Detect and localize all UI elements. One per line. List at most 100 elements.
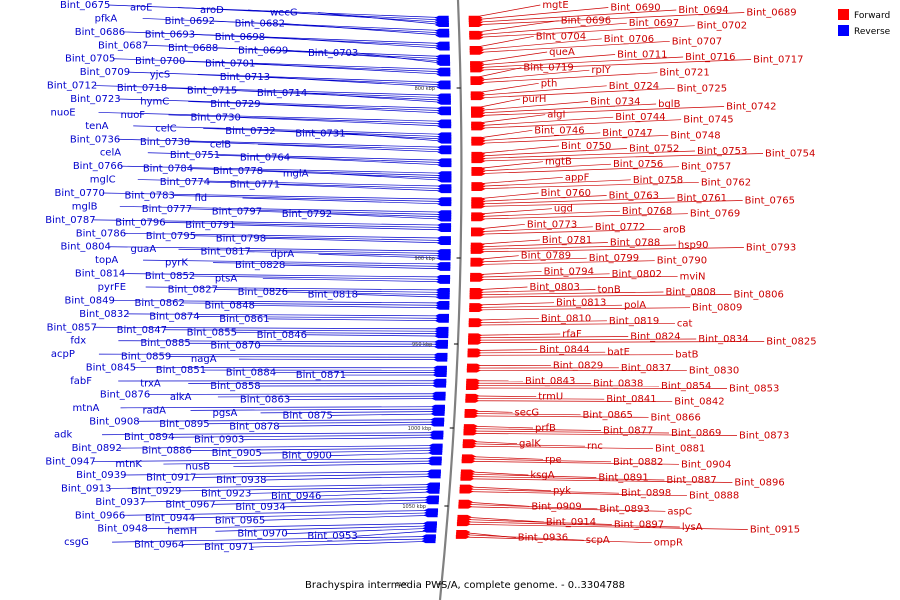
gene-label-reverse[interactable]: Bint_0700 xyxy=(135,56,185,67)
gene-label-forward[interactable]: Bint_0769 xyxy=(690,209,740,220)
gene-label-forward[interactable]: Bint_0694 xyxy=(678,5,728,16)
gene-label-reverse[interactable]: Bint_0965 xyxy=(215,515,265,526)
gene-label-reverse[interactable]: Bint_0863 xyxy=(240,394,290,405)
gene-label-reverse[interactable]: Bint_0703 xyxy=(308,48,358,59)
gene-label-reverse[interactable]: Bint_0774 xyxy=(160,177,210,188)
gene-label-forward[interactable]: Bint_0853 xyxy=(729,384,779,395)
gene-label-reverse[interactable]: Bint_0686 xyxy=(75,27,125,38)
gene-label-forward[interactable]: mgtB xyxy=(545,157,572,168)
gene-label-reverse[interactable]: yjcS xyxy=(150,70,171,81)
gene-label-forward[interactable]: scpA xyxy=(586,535,610,546)
gene-label-reverse[interactable]: Bint_0871 xyxy=(296,370,346,381)
gene-label-reverse[interactable]: pyrFE xyxy=(98,282,126,293)
gene-label-reverse[interactable]: Bint_0876 xyxy=(100,389,150,400)
gene-label-forward[interactable]: polA xyxy=(624,300,646,311)
gene-label-forward[interactable]: bglB xyxy=(658,99,680,110)
gene-label-forward[interactable]: Bint_0788 xyxy=(610,238,660,249)
gene-label-forward[interactable]: Bint_0697 xyxy=(629,18,679,29)
gene-label-forward[interactable]: Bint_0838 xyxy=(593,379,643,390)
gene-label-forward[interactable]: Bint_0813 xyxy=(556,298,606,309)
gene-label-reverse[interactable]: Bint_0764 xyxy=(240,153,290,164)
gene-label-forward[interactable]: Bint_0904 xyxy=(681,459,731,470)
gene-label-reverse[interactable]: Bint_0687 xyxy=(98,40,148,51)
gene-label-reverse[interactable]: nusB xyxy=(185,462,210,473)
gene-label-forward[interactable]: Bint_0914 xyxy=(546,517,596,528)
gene-label-forward[interactable]: Bint_0843 xyxy=(525,376,575,387)
gene-label-forward[interactable]: Bint_0873 xyxy=(739,431,789,442)
gene-label-reverse[interactable]: Bint_0847 xyxy=(117,325,167,336)
gene-label-forward[interactable]: Bint_0842 xyxy=(674,397,724,408)
gene-label-reverse[interactable]: Bint_0804 xyxy=(61,242,111,253)
gene-label-reverse[interactable]: Bint_0953 xyxy=(307,531,357,542)
gene-label-reverse[interactable]: Bint_0828 xyxy=(235,260,285,271)
gene-label-reverse[interactable]: Bint_0771 xyxy=(230,180,280,191)
gene-label-forward[interactable]: Bint_0754 xyxy=(765,149,815,160)
gene-label-forward[interactable]: Bint_0752 xyxy=(629,144,679,155)
gene-label-forward[interactable]: Bint_0829 xyxy=(553,360,603,371)
gene-label-reverse[interactable]: mtnK xyxy=(115,459,142,470)
gene-label-forward[interactable]: Bint_0765 xyxy=(745,196,795,207)
gene-label-reverse[interactable]: Bint_0946 xyxy=(271,491,321,502)
gene-label-reverse[interactable]: Bint_0730 xyxy=(191,112,241,123)
gene-label-reverse[interactable]: Bint_0784 xyxy=(143,164,193,175)
gene-label-reverse[interactable]: Bint_0783 xyxy=(125,191,175,202)
gene-label-reverse[interactable]: Bint_0875 xyxy=(283,410,333,421)
gene-label-forward[interactable]: Bint_0898 xyxy=(621,488,671,499)
gene-label-reverse[interactable]: Bint_0736 xyxy=(70,134,120,145)
gene-label-forward[interactable]: Bint_0704 xyxy=(536,31,586,42)
gene-label-forward[interactable]: Bint_0896 xyxy=(734,478,784,489)
gene-label-reverse[interactable]: nuoE xyxy=(51,107,76,118)
gene-label-forward[interactable]: trmU xyxy=(538,392,563,403)
gene-label-reverse[interactable]: Bint_0713 xyxy=(220,72,270,83)
gene-label-reverse[interactable]: hemH xyxy=(167,526,197,537)
gene-label-forward[interactable]: Bint_0724 xyxy=(609,81,659,92)
gene-label-reverse[interactable]: Bint_0688 xyxy=(168,43,218,54)
gene-label-forward[interactable]: Bint_0803 xyxy=(529,282,579,293)
gene-label-forward[interactable]: aroB xyxy=(663,224,686,235)
gene-label-reverse[interactable]: topA xyxy=(95,255,118,266)
gene-label-forward[interactable]: Bint_0768 xyxy=(622,206,672,217)
gene-label-reverse[interactable]: nuoF xyxy=(121,110,146,121)
gene-label-forward[interactable]: Bint_0799 xyxy=(589,253,639,264)
gene-label-forward[interactable]: Bint_0825 xyxy=(766,337,816,348)
gene-label-reverse[interactable]: Bint_0908 xyxy=(89,416,139,427)
gene-label-reverse[interactable]: Bint_0786 xyxy=(76,228,126,239)
gene-label-forward[interactable]: rfaF xyxy=(562,329,582,340)
gene-label-reverse[interactable]: Bint_0699 xyxy=(238,45,288,56)
gene-label-reverse[interactable]: mglC xyxy=(90,175,116,186)
gene-label-reverse[interactable]: Bint_0738 xyxy=(140,137,190,148)
gene-label-reverse[interactable]: Bint_0934 xyxy=(235,502,285,513)
gene-label-forward[interactable]: Bint_0773 xyxy=(527,219,577,230)
gene-label-reverse[interactable]: Bint_0770 xyxy=(55,188,105,199)
gene-label-reverse[interactable]: Bint_0791 xyxy=(185,220,235,231)
gene-label-reverse[interactable]: tenA xyxy=(85,121,108,132)
gene-label-forward[interactable]: Bint_0936 xyxy=(518,533,568,544)
gene-label-forward[interactable]: Bint_0810 xyxy=(541,313,591,324)
gene-label-forward[interactable]: mviN xyxy=(680,271,706,282)
gene-label-reverse[interactable]: csgG xyxy=(64,537,89,548)
gene-label-reverse[interactable]: Bint_0826 xyxy=(238,287,288,298)
gene-label-forward[interactable]: Bint_0725 xyxy=(677,83,727,94)
gene-label-reverse[interactable]: Bint_0682 xyxy=(235,18,285,29)
gene-label-forward[interactable]: Bint_0830 xyxy=(689,365,739,376)
gene-label-reverse[interactable]: Bint_0938 xyxy=(216,475,266,486)
gene-label-reverse[interactable]: Bint_0849 xyxy=(65,295,115,306)
gene-label-reverse[interactable]: Bint_0701 xyxy=(205,59,255,70)
gene-label-forward[interactable]: Bint_0717 xyxy=(753,55,803,66)
gene-label-reverse[interactable]: alkA xyxy=(170,392,192,403)
gene-label-forward[interactable]: Bint_0789 xyxy=(521,251,571,262)
gene-label-forward[interactable]: rpe xyxy=(545,454,562,465)
gene-label-reverse[interactable]: Bint_0944 xyxy=(145,513,195,524)
gene-label-reverse[interactable]: Bint_0729 xyxy=(210,99,260,110)
gene-label-forward[interactable]: Bint_0745 xyxy=(683,115,733,126)
gene-label-forward[interactable]: Bint_0809 xyxy=(692,303,742,314)
gene-label-reverse[interactable]: adk xyxy=(54,430,72,441)
gene-label-reverse[interactable]: Bint_0964 xyxy=(134,540,184,551)
gene-label-reverse[interactable]: Bint_0714 xyxy=(257,88,307,99)
gene-label-reverse[interactable]: Bint_0966 xyxy=(75,510,125,521)
gene-label-reverse[interactable]: Bint_0693 xyxy=(145,29,195,40)
gene-label-reverse[interactable]: Bint_0861 xyxy=(219,314,269,325)
gene-label-forward[interactable]: Bint_0757 xyxy=(681,162,731,173)
gene-label-reverse[interactable]: Bint_0817 xyxy=(201,247,251,258)
gene-label-forward[interactable]: Bint_0915 xyxy=(750,525,800,536)
